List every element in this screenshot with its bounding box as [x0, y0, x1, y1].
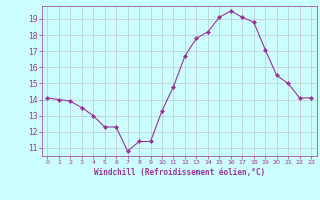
X-axis label: Windchill (Refroidissement éolien,°C): Windchill (Refroidissement éolien,°C) [94, 168, 265, 177]
